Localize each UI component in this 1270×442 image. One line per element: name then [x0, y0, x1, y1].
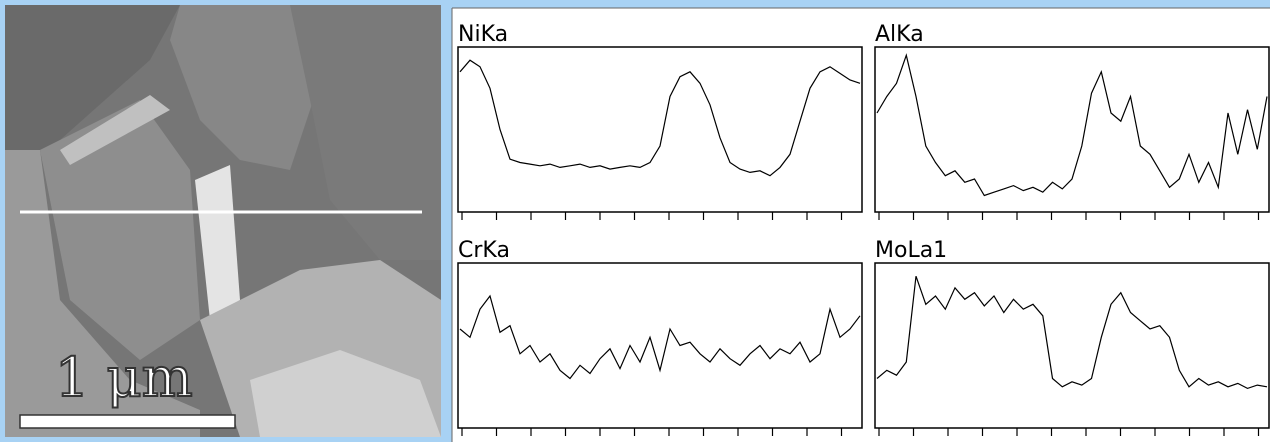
plot-box: [874, 46, 1270, 213]
profile-line: [459, 59, 861, 177]
plot-box: [457, 262, 863, 429]
panel-label: CrKa: [458, 238, 510, 263]
profiles: NiKa AlKa CrKa MoLa1: [457, 22, 1270, 436]
panel-label: AlKa: [875, 22, 924, 47]
profile-line: [876, 53, 1268, 197]
profile-line: [876, 276, 1268, 390]
profile-line: [459, 294, 861, 380]
profile-panel: [452, 8, 1270, 442]
panel-label: NiKa: [458, 22, 508, 47]
plot-box: [874, 262, 1270, 429]
micrograph: [5, 5, 441, 437]
scale-bar-label: 1 μm: [55, 346, 193, 409]
plot-box: [457, 46, 863, 213]
panel-label: MoLa1: [875, 238, 947, 263]
